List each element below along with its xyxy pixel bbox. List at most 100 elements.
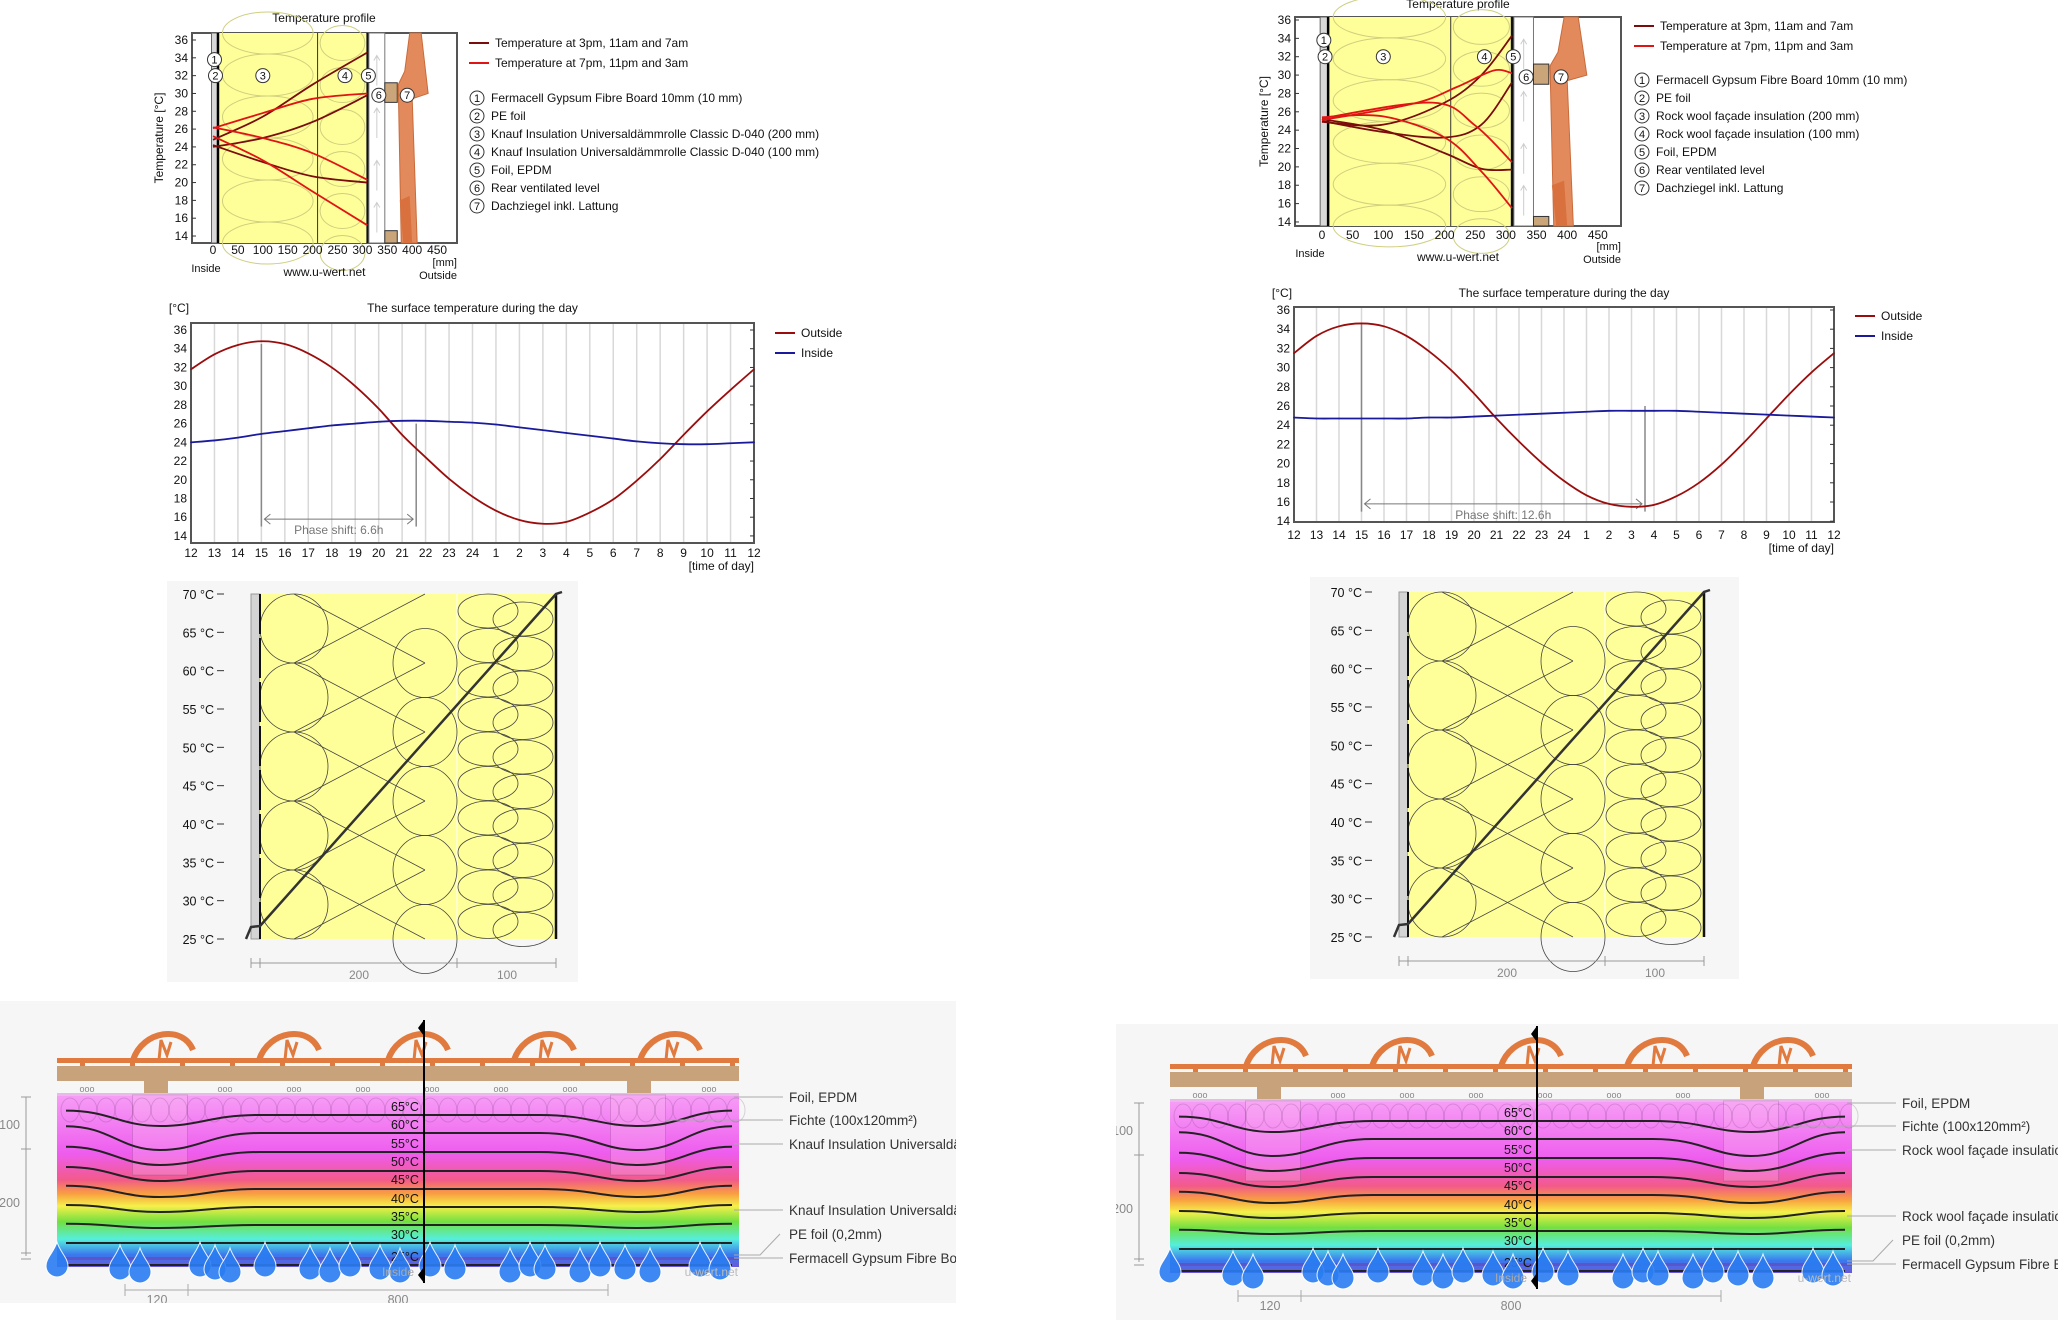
roof-tile-icon <box>1750 1037 1816 1068</box>
layer-marker-number: 5 <box>365 71 371 83</box>
data-point-outside <box>1585 494 1588 497</box>
layer-label: Knauf Insulation Universaldämmrolle <box>789 1203 1009 1218</box>
y-tick-label: 20 <box>1278 160 1292 174</box>
temperature-scale-label: 60 °C <box>1331 663 1362 677</box>
data-point-inside <box>1495 414 1498 417</box>
x-tick-label: 100 <box>253 243 273 257</box>
data-point-outside <box>260 340 263 343</box>
insulation-pattern <box>456 1097 476 1123</box>
data-point-outside <box>729 389 732 391</box>
insulation-pattern <box>492 705 554 740</box>
isotherm-label: 60°C <box>1504 1124 1532 1138</box>
data-point-inside <box>1630 410 1633 412</box>
layer-marker-number: 1 <box>211 55 217 67</box>
x-tick-label: 5 <box>1673 528 1680 542</box>
insulation-pattern <box>204 1097 224 1123</box>
x-tick-label: 200 <box>1435 228 1455 242</box>
data-point-inside <box>1360 417 1363 420</box>
legend-label: Inside <box>1881 329 1913 343</box>
thermal-section-panel-left: ooo ooo ooo ooo ooo ooo ooo ooo 65°C 60°C 55°C 50°C… <box>0 1001 1009 1307</box>
insulation-pattern <box>319 25 366 61</box>
y-tick-label: 16 <box>175 211 189 225</box>
data-point-inside <box>1518 413 1520 416</box>
x-tick-label: 13 <box>208 546 222 560</box>
data-point-outside <box>1563 480 1565 482</box>
x-tick-label: 250 <box>327 243 347 257</box>
y-tick-label: 22 <box>174 454 188 468</box>
air-gap-marker: ooo <box>1537 1090 1552 1100</box>
tile-nib <box>1193 1068 1198 1074</box>
chart-title: Temperature profile <box>272 11 376 25</box>
y-tick-label: 22 <box>1278 142 1292 156</box>
y-tick-label: 14 <box>1277 514 1291 528</box>
layer-marker-number: 4 <box>1481 52 1487 64</box>
dimension-label: 120 <box>147 1293 168 1307</box>
vertical-dimension-line <box>21 1096 31 1260</box>
data-point-outside <box>471 495 474 498</box>
data-point-inside <box>1338 417 1340 420</box>
layer-list-label: Rock wool façade insulation (200 mm) <box>1656 109 1859 123</box>
data-point-inside <box>1698 410 1700 413</box>
insulation-pattern <box>319 109 366 145</box>
horizontal-dimension-line <box>1237 1290 1722 1302</box>
condensation-drop-icon <box>1501 1252 1525 1290</box>
insulation-pattern <box>457 628 519 663</box>
insulation-pattern <box>60 1097 80 1123</box>
profile-curve-evening <box>1321 114 1513 209</box>
x-tick-label: 20 <box>372 546 386 560</box>
x-tick-label: 24 <box>1557 528 1571 542</box>
insulation-pattern <box>1640 634 1702 669</box>
x-tick-label: 150 <box>278 243 298 257</box>
x-tick-label: 450 <box>1588 228 1608 242</box>
data-point-outside <box>284 343 286 345</box>
y-tick-label: 28 <box>1277 380 1291 394</box>
layer-label: Fichte (100x120mm²) <box>1902 1119 2030 1134</box>
tile-nib <box>530 1062 535 1068</box>
layer-list-marker <box>1634 72 1650 88</box>
insulation-pattern <box>457 800 519 836</box>
stud-block <box>144 1081 168 1094</box>
tile-nib <box>630 1062 635 1068</box>
profile-curve-evening <box>1321 101 1513 163</box>
insulation-pattern <box>1452 134 1510 171</box>
insulation-pattern <box>1713 1103 1733 1129</box>
layer-list-label: Fermacell Gypsum Fibre Board 10mm (10 mm… <box>491 91 742 105</box>
x-tick-label: 250 <box>1465 228 1485 242</box>
isotherm-line <box>1178 1115 1846 1134</box>
x-tick-label: 12 <box>184 546 198 560</box>
y-tick-label: 22 <box>175 158 189 172</box>
x-tick-label: 7 <box>633 546 640 560</box>
gypsum-board <box>250 593 261 940</box>
label-leader-line <box>1847 1239 1894 1262</box>
epdm-foil-layer <box>57 1093 739 1096</box>
layer-list-number: 3 <box>1639 111 1645 123</box>
y-tick-label: 26 <box>1277 399 1291 413</box>
x-tick-label: 8 <box>657 546 664 560</box>
vertical-dimension-line <box>1134 1102 1144 1266</box>
insulation-pattern <box>258 1097 278 1123</box>
insulation-pattern <box>1461 1103 1481 1129</box>
layer-label: Fermacell Gypsum Fibre Board <box>789 1251 977 1266</box>
y-tick-label: 18 <box>1278 178 1292 192</box>
insulation-pattern <box>1640 910 1702 945</box>
air-gap-marker: ooo <box>1468 1090 1483 1100</box>
insulation-pattern <box>1452 218 1510 254</box>
x-tick-label: 350 <box>377 243 397 257</box>
layer-marker-number: 6 <box>1523 72 1529 84</box>
tile-nib <box>1493 1068 1498 1074</box>
layer-label: Rock wool façade insulation <box>1902 1143 2058 1158</box>
x-tick-label: 18 <box>325 546 339 560</box>
dimension-label: 800 <box>388 1293 409 1307</box>
x-tick-label: 4 <box>1651 528 1658 542</box>
batten <box>384 82 398 103</box>
insulation-pattern <box>636 1097 656 1123</box>
isotherm-line <box>1178 1172 1846 1189</box>
y-tick-label: 16 <box>1277 495 1291 509</box>
y-tick-label: 26 <box>175 122 189 136</box>
y-tick-label: 32 <box>175 69 189 83</box>
profile-curve-evening <box>1321 68 1513 121</box>
data-point-outside <box>1473 392 1475 395</box>
insulation-pattern <box>528 1097 548 1123</box>
roof-tile-icon <box>1243 1037 1309 1068</box>
